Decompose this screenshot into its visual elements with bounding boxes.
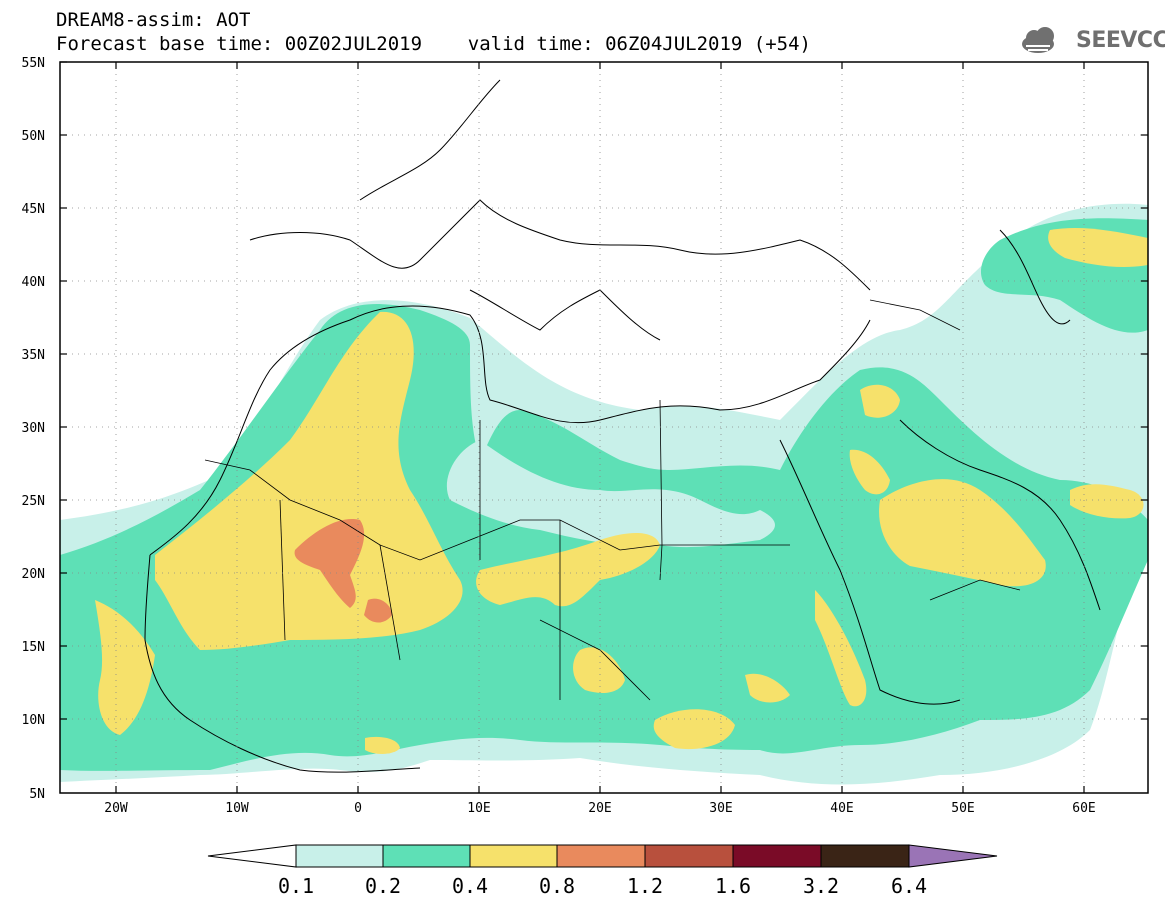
longitude-labels: 20W 10W 0 10E 20E 30E 40E 50E 60E <box>104 801 1095 816</box>
lat-label: 10N <box>22 713 45 728</box>
chart-title-line1: DREAM8-assim: AOT <box>56 9 251 31</box>
colorbar-swatch <box>644 844 734 868</box>
lat-label: 30N <box>22 421 45 436</box>
colorbar-over-triangle <box>908 844 998 868</box>
colorbar <box>207 844 998 868</box>
lat-label: 35N <box>22 348 45 363</box>
lon-label: 40E <box>830 801 853 816</box>
coastlines <box>144 79 1101 773</box>
graticule <box>60 62 1148 793</box>
colorbar-swatch <box>556 844 646 868</box>
colorbar-tick-label: 1.6 <box>715 874 751 898</box>
colorbar-swatch <box>820 844 910 868</box>
chart-title-line2: Forecast base time: 00Z02JUL2019 valid t… <box>56 33 811 55</box>
logo-text: SEEVCCC <box>1076 28 1165 53</box>
colorbar-swatch <box>469 844 558 868</box>
colorbar-labels: 0.1 0.2 0.4 0.8 1.2 1.6 3.2 6.4 <box>278 874 927 898</box>
colorbar-swatch <box>732 844 822 868</box>
lon-label: 10W <box>225 801 249 816</box>
lon-label: 0 <box>354 801 362 816</box>
lat-label: 25N <box>22 494 45 509</box>
colorbar-swatch <box>382 844 471 868</box>
lon-label: 10E <box>467 801 490 816</box>
colorbar-tick-label: 0.4 <box>452 874 488 898</box>
colorbar-under-triangle <box>207 844 297 868</box>
seevccc-logo <box>1022 27 1054 53</box>
lon-label: 50E <box>951 801 974 816</box>
cloud-icon <box>1022 27 1054 53</box>
colorbar-tick-label: 3.2 <box>803 874 839 898</box>
axis-ticks <box>60 61 1148 793</box>
lat-label: 40N <box>22 275 45 290</box>
aot-band-0.8 <box>294 519 392 623</box>
colorbar-tick-label: 6.4 <box>891 874 927 898</box>
colorbar-tick-label: 0.1 <box>278 874 314 898</box>
latitude-labels: 55N 50N 45N 40N 35N 30N 25N 20N 15N 10N … <box>22 56 45 802</box>
lat-label: 5N <box>29 787 45 802</box>
lon-label: 60E <box>1072 801 1095 816</box>
colorbar-tick-label: 0.8 <box>539 874 575 898</box>
lat-label: 50N <box>22 129 45 144</box>
lat-label: 55N <box>22 56 45 71</box>
lat-label: 15N <box>22 640 45 655</box>
lat-label: 45N <box>22 202 45 217</box>
lon-label: 20E <box>588 801 611 816</box>
colorbar-swatch <box>295 844 384 868</box>
lon-label: 20W <box>104 801 128 816</box>
lon-label: 30E <box>709 801 732 816</box>
lat-label: 20N <box>22 567 45 582</box>
aot-band-0.4 <box>95 227 1148 754</box>
colorbar-tick-label: 0.2 <box>365 874 401 898</box>
colorbar-tick-label: 1.2 <box>627 874 663 898</box>
